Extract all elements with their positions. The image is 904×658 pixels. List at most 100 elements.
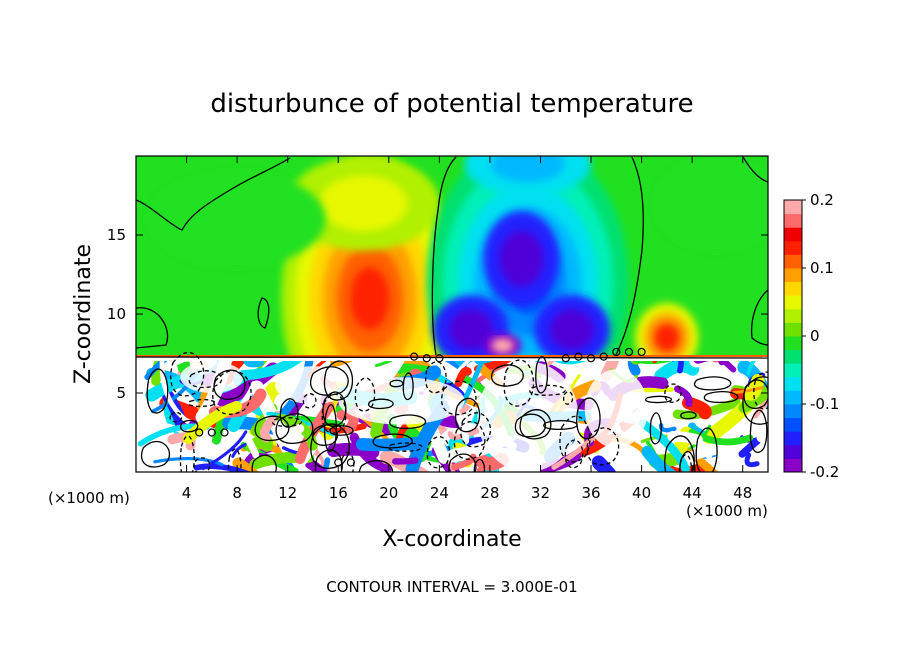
- x-tick-label: 28: [480, 484, 499, 502]
- contour-loop: [561, 354, 570, 363]
- contour-loop: [346, 458, 355, 467]
- colorbar-swatch: [784, 308, 802, 323]
- turbulent-contour: [425, 361, 447, 394]
- white-plume: [275, 366, 351, 405]
- turbulent-contour: [254, 415, 290, 442]
- colorbar-swatch: [784, 254, 802, 269]
- turbulent-contour: [302, 393, 317, 409]
- cold-core: [549, 309, 595, 351]
- interface-band: [136, 355, 768, 357]
- x-tick-label: 8: [232, 484, 242, 502]
- turbulent-contour: [389, 379, 404, 388]
- turbulent-contour: [368, 398, 394, 410]
- zero-contour: [136, 307, 169, 349]
- turbulent-contour: [473, 458, 486, 472]
- turbulent-streak: [747, 439, 768, 472]
- turbulent-contour: [649, 412, 662, 445]
- colorbar-swatch: [784, 349, 802, 364]
- colorbar-swatch: [784, 417, 802, 432]
- turbulent-contour: [491, 364, 524, 387]
- white-plume: [180, 361, 244, 394]
- contour-loop: [574, 352, 583, 361]
- x-axis-ticks: 4 8 12 16 20 24 28 32 36 40 44 48: [182, 156, 752, 502]
- colorbar-tick-label: 0.1: [810, 259, 834, 277]
- turbulent-contour: [188, 398, 216, 408]
- x-tick-label: 20: [379, 484, 398, 502]
- turbulent-contour: [448, 453, 477, 472]
- turbulent-contour: [703, 390, 739, 404]
- turbulent-streak: [201, 430, 248, 471]
- turbulent-streak: [182, 400, 243, 444]
- contour-loop: [637, 347, 646, 357]
- turbulent-contour: [272, 417, 303, 427]
- colorbar-swatch: [784, 431, 802, 446]
- turbulent-contour: [563, 391, 574, 405]
- contour-loop: [409, 352, 419, 361]
- turbulent-contour: [441, 380, 477, 416]
- colorbar-swatch: [784, 376, 802, 391]
- white-plume: [477, 361, 579, 472]
- turbulent-streak: [391, 457, 419, 465]
- turbulent-streak: [600, 355, 623, 382]
- turbulent-contour: [680, 411, 697, 420]
- turbulent-contour: [324, 404, 337, 453]
- warm-anomaly-right: [653, 323, 680, 353]
- x-unit-label-right: (×1000 m): [686, 502, 768, 520]
- x-tick-label: 24: [430, 484, 449, 502]
- contour-loop: [220, 428, 229, 437]
- cold-top: [490, 156, 565, 183]
- contour-loop: [599, 352, 608, 361]
- turbulent-streak: [447, 428, 481, 440]
- colorbar-swatch: [784, 295, 802, 310]
- turbulent-contour: [514, 413, 547, 438]
- colorbar-swatch: [784, 363, 802, 378]
- x-tick-label: 36: [581, 484, 600, 502]
- turbulent-contour: [742, 376, 768, 425]
- colorbar-tick-label: 0.2: [810, 191, 834, 209]
- turbulent-contour: [679, 451, 696, 472]
- turbulent-contour: [695, 427, 718, 472]
- turbulent-contour: [358, 460, 394, 472]
- turbulent-contour: [322, 391, 347, 427]
- colorbar-swatch: [784, 444, 802, 459]
- turbulent-contour: [586, 427, 620, 466]
- turbulent-contour: [664, 383, 682, 403]
- turbulent-streak: [732, 386, 764, 395]
- turbulent-contour: [315, 449, 343, 472]
- turbulent-streak: [654, 359, 700, 383]
- turbulent-contour: [193, 457, 211, 472]
- turbulent-contour: [279, 398, 299, 428]
- turbulent-streak: [232, 457, 260, 472]
- turbulent-contour: [141, 440, 171, 468]
- x-tick-label: 40: [632, 484, 651, 502]
- turbulent-contour: [453, 421, 486, 460]
- y-tick-label: 5: [116, 384, 126, 402]
- turbulent-contour: [310, 423, 350, 469]
- warm-anomaly: [350, 267, 390, 330]
- turbulent-streak: [153, 457, 224, 467]
- turbulent-streak: [641, 445, 677, 472]
- y-tick-label: 10: [107, 305, 126, 323]
- turbulent-streak: [638, 419, 690, 472]
- x-tick-label: 48: [733, 484, 752, 502]
- turbulent-contour: [529, 384, 566, 396]
- turbulent-streak: [455, 355, 477, 374]
- contour-loop: [612, 347, 621, 357]
- y-axis-ticks: 5 10 15: [107, 226, 768, 402]
- interface-band: [136, 357, 768, 361]
- colorbar-swatch: [784, 390, 802, 405]
- contour-loop: [586, 354, 596, 363]
- contour-loop: [195, 428, 204, 437]
- interface-contour: [136, 356, 768, 359]
- turbulent-contour: [329, 425, 354, 436]
- colorbar-swatch: [784, 268, 802, 283]
- turbulent-streak: [260, 411, 282, 443]
- contour-loop: [624, 347, 634, 357]
- turbulent-streak: [349, 432, 392, 472]
- y-tick-label: 15: [107, 226, 126, 244]
- turbulent-streak: [738, 383, 768, 413]
- upper-field: [136, 156, 768, 355]
- turbulent-contour: [323, 360, 353, 401]
- turbulent-streak: [374, 355, 403, 368]
- contour-interval-label: CONTOUR INTERVAL = 3.000E-01: [326, 578, 577, 596]
